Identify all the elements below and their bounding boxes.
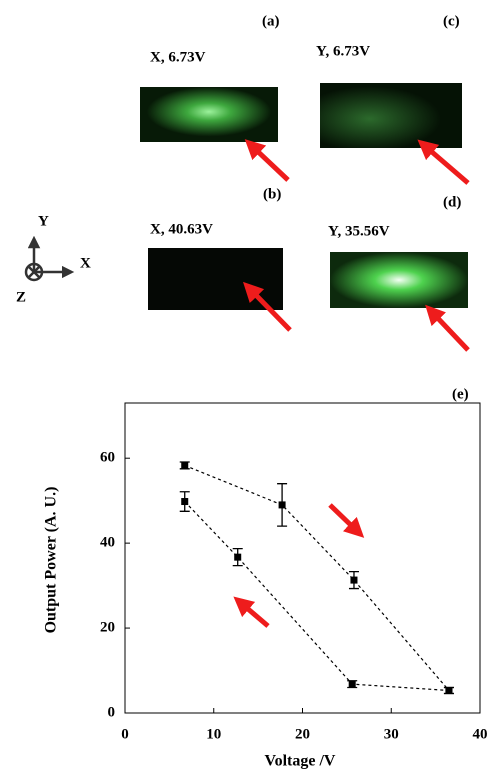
data-point bbox=[279, 501, 286, 508]
data-point bbox=[181, 462, 188, 469]
data-point bbox=[349, 681, 356, 688]
panel-label: (e) bbox=[452, 386, 469, 402]
data-point bbox=[350, 577, 357, 584]
y-tick-label: 0 bbox=[108, 704, 116, 720]
image-c bbox=[320, 83, 462, 148]
series-line bbox=[185, 502, 449, 691]
y-tick-label: 40 bbox=[100, 535, 115, 551]
plot-frame bbox=[125, 403, 480, 713]
x-axis-label: Voltage /V bbox=[265, 753, 336, 770]
x-tick-label: 30 bbox=[384, 726, 399, 742]
axis-name: Z bbox=[16, 289, 26, 305]
y-tick-label: 60 bbox=[100, 450, 115, 466]
axis-name: X bbox=[80, 255, 91, 271]
x-tick-label: 20 bbox=[295, 726, 310, 742]
arrows bbox=[241, 146, 468, 626]
series-line bbox=[185, 465, 449, 690]
axis-name: Y bbox=[38, 213, 49, 229]
panel-caption: Y, 35.56V bbox=[328, 223, 390, 239]
y-axis-label: Output Power (A. U.) bbox=[43, 487, 60, 634]
panel-label: (a) bbox=[262, 13, 280, 29]
x-tick-label: 0 bbox=[121, 726, 129, 742]
panel-label: (d) bbox=[443, 194, 461, 210]
figure: (a) X, 6.73V (b) X, 40.63V (c) Y, 6.73V … bbox=[0, 0, 494, 771]
panel-label: (c) bbox=[443, 13, 460, 29]
data-point bbox=[445, 687, 452, 694]
x-tick-label: 10 bbox=[206, 726, 221, 742]
image-a bbox=[140, 87, 278, 142]
data-point bbox=[234, 554, 241, 561]
data-point bbox=[181, 498, 188, 505]
panel-caption: X, 6.73V bbox=[150, 49, 206, 65]
panel-label: (b) bbox=[263, 186, 281, 202]
axes-icon bbox=[26, 242, 68, 280]
y-tick-label: 20 bbox=[100, 620, 115, 636]
x-tick-label: 40 bbox=[473, 726, 488, 742]
panel-caption: X, 40.63V bbox=[150, 221, 213, 237]
image-d bbox=[330, 252, 468, 308]
panel-caption: Y, 6.73V bbox=[316, 43, 370, 59]
